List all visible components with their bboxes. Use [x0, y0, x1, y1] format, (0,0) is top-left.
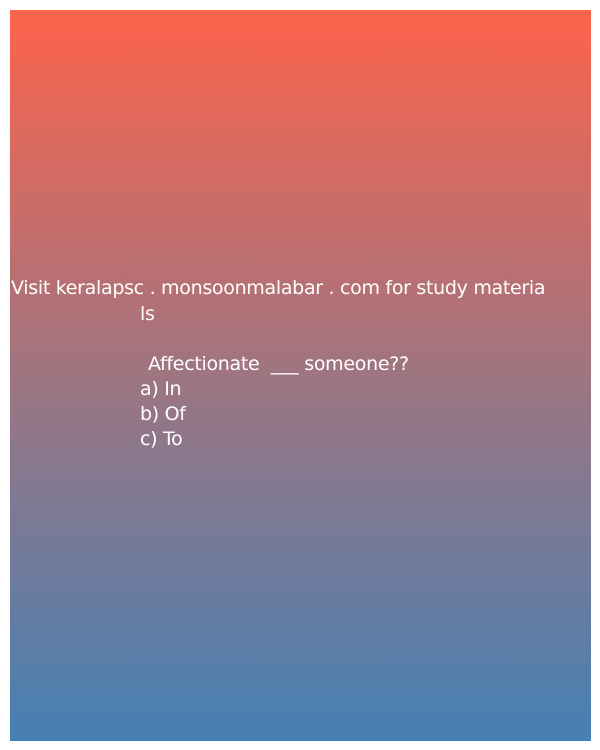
quiz-card: Visit keralapsc . monsoonmalabar . com f…	[10, 10, 591, 741]
question-text: Affectionate ___ someone??	[148, 353, 409, 375]
promo-text-line-1: Visit keralapsc . monsoonmalabar . com f…	[11, 277, 546, 299]
promo-text-line-2: ls	[140, 303, 155, 325]
option-a: a) In	[140, 378, 182, 400]
option-b: b) Of	[140, 403, 186, 425]
option-c: c) To	[140, 428, 183, 450]
